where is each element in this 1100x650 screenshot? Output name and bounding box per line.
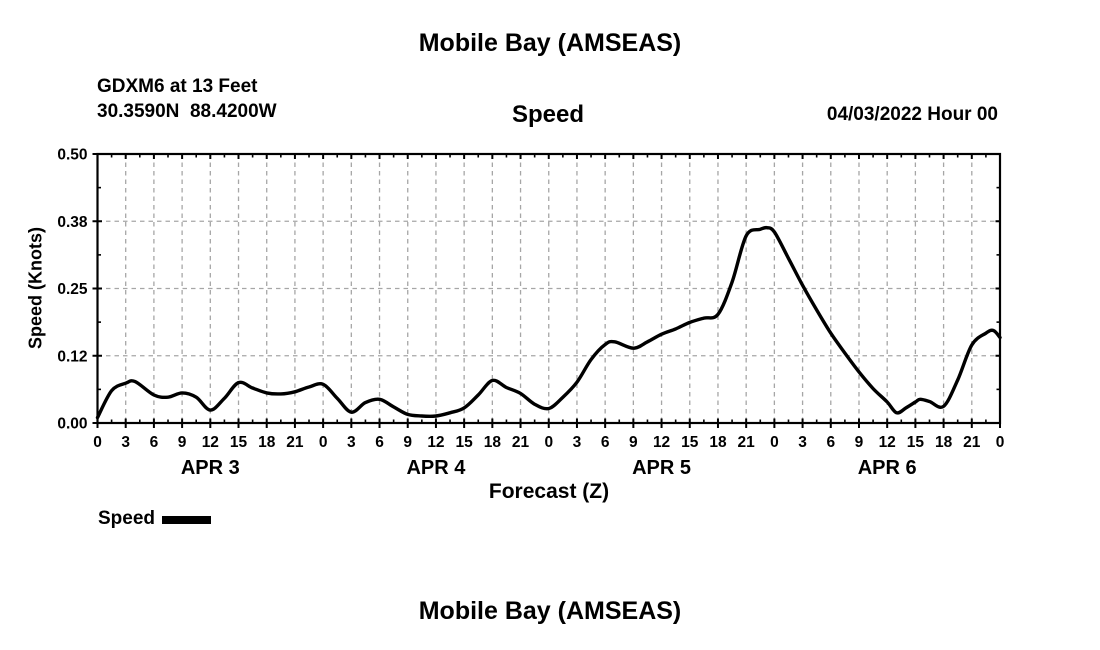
x-tick-label: 18 bbox=[484, 434, 502, 451]
axis-tick-labels: 0 3 6 9 12 15 18 21 0 3 6 9 12 15 18 21 0 3 6 9 12 15 18 21 0 3 6 9… bbox=[57, 147, 1004, 480]
x-tick-label: 3 bbox=[347, 434, 356, 451]
x-tick-label: 15 bbox=[907, 434, 925, 451]
x-tick-label: 21 bbox=[738, 434, 756, 451]
x-tick-label: 18 bbox=[935, 434, 953, 451]
x-tick-label: 21 bbox=[512, 434, 530, 451]
axis-ticks bbox=[92, 153, 1001, 428]
x-tick-label: 6 bbox=[601, 434, 610, 451]
y-tick-label: 0.12 bbox=[57, 348, 87, 365]
x-axis-title: Forecast (Z) bbox=[488, 480, 610, 503]
x-tick-label: 9 bbox=[178, 434, 187, 451]
legend-label: Speed bbox=[98, 508, 156, 529]
x-tick-label: 0 bbox=[544, 434, 553, 451]
x-tick-label: 9 bbox=[403, 434, 412, 451]
station-coordinates: 30.3590N 88.4200W bbox=[97, 101, 277, 122]
x-tick-label: 18 bbox=[709, 434, 727, 451]
x-tick-label: 15 bbox=[230, 434, 248, 451]
x-tick-label: 12 bbox=[427, 434, 444, 451]
x-tick-label: 3 bbox=[798, 434, 807, 451]
x-tick-label: 12 bbox=[653, 434, 670, 451]
x-day-label: APR 4 bbox=[406, 457, 466, 479]
y-tick-label: 0.25 bbox=[57, 281, 88, 298]
station-id: GDXM6 at 13 Feet bbox=[97, 76, 258, 97]
y-tick-label: 0.50 bbox=[57, 147, 87, 164]
legend-line-swatch bbox=[162, 516, 212, 524]
x-tick-label: 6 bbox=[375, 434, 384, 451]
x-tick-label: 0 bbox=[319, 434, 328, 451]
x-day-label: APR 5 bbox=[632, 457, 691, 479]
legend: Speed bbox=[98, 508, 212, 530]
x-tick-label: 12 bbox=[879, 434, 896, 451]
y-tick-label: 0.38 bbox=[57, 214, 88, 231]
grid-lines bbox=[97, 154, 1000, 423]
x-tick-label: 21 bbox=[286, 434, 304, 451]
x-tick-label: 0 bbox=[996, 434, 1005, 451]
model-run-time: 04/03/2022 Hour 00 bbox=[826, 104, 998, 125]
x-tick-label: 15 bbox=[456, 434, 474, 451]
x-tick-label: 12 bbox=[202, 434, 219, 451]
next-chart-title: Mobile Bay (AMSEAS) bbox=[418, 597, 682, 625]
speed-series-line bbox=[95, 225, 1002, 420]
x-tick-label: 18 bbox=[258, 434, 276, 451]
x-tick-label: 9 bbox=[629, 434, 638, 451]
x-day-label: APR 6 bbox=[858, 457, 917, 479]
y-tick-label: 0.00 bbox=[57, 416, 87, 433]
x-tick-label: 0 bbox=[93, 434, 102, 451]
x-day-label: APR 3 bbox=[181, 457, 240, 479]
x-tick-label: 6 bbox=[150, 434, 159, 451]
chart-title: Mobile Bay (AMSEAS) bbox=[418, 29, 682, 57]
x-tick-label: 15 bbox=[681, 434, 699, 451]
x-tick-label: 0 bbox=[770, 434, 779, 451]
x-tick-label: 3 bbox=[573, 434, 582, 451]
x-tick-label: 9 bbox=[855, 434, 864, 451]
x-tick-label: 21 bbox=[963, 434, 981, 451]
x-tick-label: 6 bbox=[826, 434, 835, 451]
chart-subtitle: Speed bbox=[511, 101, 585, 128]
x-tick-label: 3 bbox=[121, 434, 130, 451]
